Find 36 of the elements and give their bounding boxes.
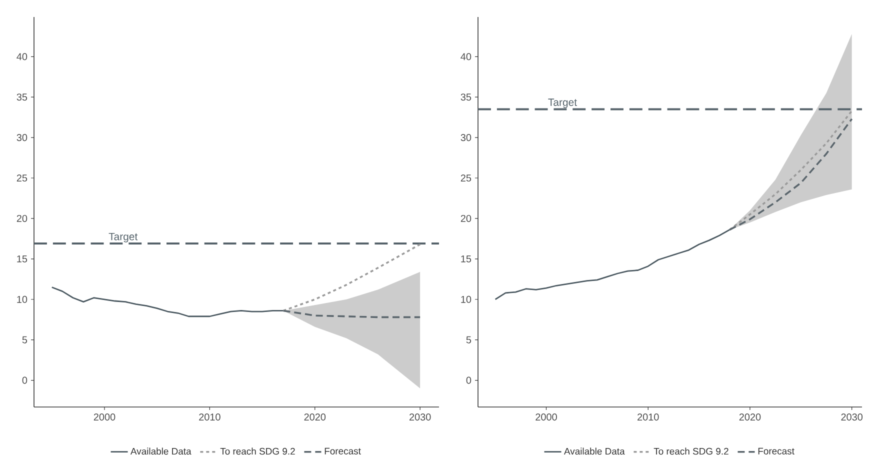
y-tick-label: 15	[17, 255, 28, 262]
legend-label: Available Data	[564, 448, 625, 455]
legend-label: To reach SDG 9.2	[220, 448, 295, 455]
x-tick-label: 2000	[536, 414, 557, 421]
y-tick-label: 20	[460, 214, 472, 222]
x-tick-label: 2010	[199, 414, 220, 421]
y-tick-label: 10	[17, 296, 28, 303]
line-series	[282, 243, 421, 312]
x-tick-label: 2020	[739, 414, 761, 421]
line-series	[494, 229, 730, 300]
y-tick-label: 40	[460, 53, 472, 60]
y-tick-label: 5	[22, 336, 28, 344]
legend-label: Forecast	[758, 448, 794, 454]
y-tick-label: 25	[16, 174, 28, 182]
legend-label: To reach SDG 9.2	[654, 448, 728, 455]
y-tick-label: 30	[460, 134, 472, 142]
y-tick-label: 15	[461, 255, 472, 262]
x-tick-label: 2030	[409, 414, 431, 421]
x-tick-label: 2030	[841, 414, 863, 421]
x-tick-label: 2020	[304, 414, 326, 421]
y-tick-label: 35	[16, 94, 28, 101]
y-tick-label: 10	[461, 296, 472, 303]
y-tick-label: 40	[16, 53, 28, 60]
y-tick-label: 20	[16, 214, 28, 222]
y-tick-label: 5	[466, 336, 472, 344]
y-tick-label: 30	[16, 134, 28, 142]
x-tick-label: 2010	[638, 414, 659, 421]
y-tick-label: 0	[22, 376, 28, 384]
x-tick-label: 2000	[94, 414, 116, 421]
legend-label: Forecast	[324, 448, 361, 454]
ref-line-label: Target	[548, 98, 577, 108]
y-tick-label: 25	[460, 174, 472, 182]
y-tick-label: 35	[460, 94, 472, 101]
legend-label: Available Data	[130, 448, 192, 455]
ref-line-label: Target	[108, 233, 138, 242]
y-tick-label: 0	[466, 376, 472, 384]
